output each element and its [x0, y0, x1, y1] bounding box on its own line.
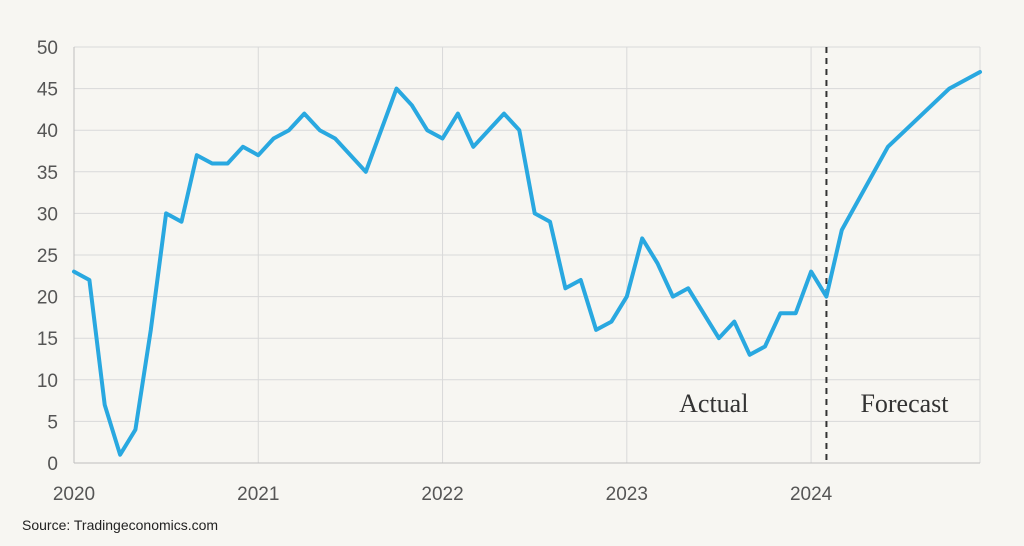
y-tick-label: 15 — [37, 329, 58, 350]
x-tick-label: 2024 — [790, 484, 833, 505]
y-tick-label: 10 — [37, 371, 58, 392]
grid-lines — [74, 46, 981, 463]
source-note: Source: Tradingeconomics.com — [22, 517, 219, 533]
y-tick-label: 35 — [37, 163, 58, 184]
series-line — [72, 70, 982, 457]
y-tick-label: 20 — [37, 288, 58, 309]
y-tick-label: 30 — [37, 204, 58, 225]
y-tick-label: 50 — [37, 38, 58, 59]
y-tick-label: 25 — [37, 246, 58, 267]
axes — [73, 47, 980, 464]
y-tick-label: 45 — [37, 80, 58, 101]
series-group — [72, 70, 982, 457]
x-tick-label: 2021 — [237, 484, 279, 505]
x-axis-ticks: 2020 2021 2022 2023 2024 — [53, 484, 833, 505]
y-tick-label: 40 — [37, 121, 58, 142]
actual-annotation: Actual — [679, 389, 748, 418]
x-tick-label: 2022 — [421, 484, 463, 505]
x-tick-label: 2023 — [606, 484, 648, 505]
y-tick-label: 0 — [47, 454, 58, 475]
y-axis-ticks: 0 5 10 15 20 25 30 35 40 45 50 — [37, 38, 58, 475]
x-tick-label: 2020 — [53, 484, 95, 505]
y-tick-label: 5 — [47, 412, 58, 433]
forecast-annotation: Forecast — [860, 389, 949, 418]
